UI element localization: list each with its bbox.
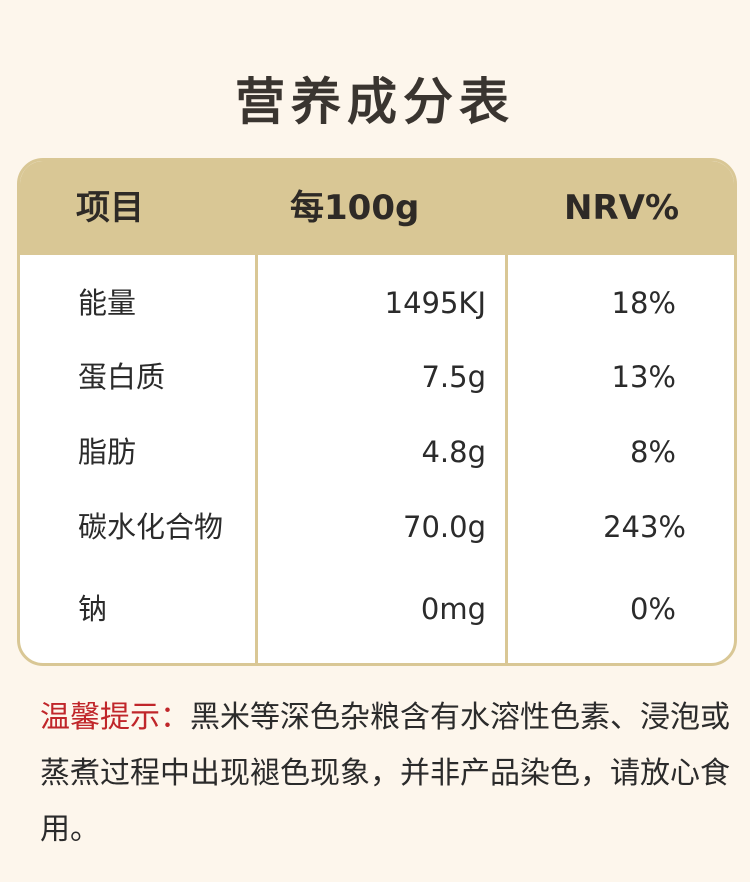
row-per-100g: 1495KJ (384, 286, 486, 320)
row-item: 钠 (78, 592, 108, 626)
row-nrv: 0% (629, 592, 676, 626)
table-header: 项目 每100g NRV% (20, 161, 734, 255)
column-divider (255, 255, 258, 663)
header-per-100g: 每100g (290, 188, 420, 228)
table-row: 碳水化合物 70.0g 243% (20, 497, 734, 557)
row-nrv: 18% (611, 286, 676, 320)
row-per-100g: 0mg (420, 592, 486, 626)
row-nrv: 13% (611, 360, 676, 394)
row-nrv: 8% (629, 435, 676, 469)
warm-tip-text: 黑米等深色杂粮含有水溶性色素、浸泡或蒸煮过程中出现褪色现象，并非产品染色，请放心… (40, 700, 730, 847)
warm-tip-label: 温馨提示： (40, 700, 190, 735)
warm-tip: 温馨提示：黑米等深色杂粮含有水溶性色素、浸泡或蒸煮过程中出现褪色现象，并非产品染… (40, 690, 730, 858)
table-row: 蛋白质 7.5g 13% (20, 347, 734, 407)
table-row: 能量 1495KJ 18% (20, 273, 734, 333)
row-item: 碳水化合物 (78, 510, 224, 544)
column-divider (505, 255, 508, 663)
header-nrv: NRV% (564, 188, 680, 228)
page-title: 营养成分表 (235, 73, 515, 131)
row-item: 脂肪 (78, 435, 137, 469)
header-item: 项目 (76, 188, 144, 228)
row-nrv: 243% (603, 510, 686, 544)
row-item: 能量 (78, 286, 137, 320)
row-per-100g: 70.0g (403, 510, 486, 544)
nutrition-table: 项目 每100g NRV% 能量 1495KJ 18% 蛋白质 7.5g 13%… (17, 158, 737, 666)
row-per-100g: 7.5g (421, 360, 486, 394)
row-per-100g: 4.8g (421, 435, 486, 469)
table-row: 钠 0mg 0% (20, 579, 734, 639)
row-item: 蛋白质 (78, 360, 166, 394)
table-row: 脂肪 4.8g 8% (20, 422, 734, 482)
